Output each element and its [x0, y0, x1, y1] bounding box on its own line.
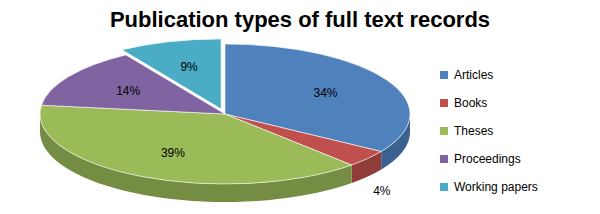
- legend-label: Working papers: [454, 180, 538, 194]
- data-label: 39%: [161, 146, 185, 160]
- legend-label: Theses: [454, 124, 493, 138]
- chart-title: Publication types of full text records: [110, 7, 490, 32]
- legend-swatch: [440, 183, 448, 191]
- data-label: 14%: [116, 84, 140, 98]
- data-label: 34%: [313, 86, 337, 100]
- data-label: 4%: [373, 184, 391, 198]
- legend-swatch: [440, 99, 448, 107]
- legend-swatch: [440, 127, 448, 135]
- legend-label: Proceedings: [454, 152, 521, 166]
- data-label: 9%: [180, 60, 198, 74]
- legend-label: Articles: [454, 68, 493, 82]
- legend-swatch: [440, 71, 448, 79]
- plot-area: [40, 39, 410, 202]
- legend-label: Books: [454, 96, 487, 110]
- slice-tops: [40, 39, 410, 184]
- pie-slice: [122, 39, 221, 109]
- pie-slice: [40, 105, 352, 184]
- chart: Publication types of full text records 34…: [0, 0, 600, 214]
- legend: Articles Books Theses Proceedings Working pa…: [440, 68, 538, 194]
- legend-swatch: [440, 155, 448, 163]
- data-labels: 34% 4% 39% 14% 9%: [116, 60, 391, 198]
